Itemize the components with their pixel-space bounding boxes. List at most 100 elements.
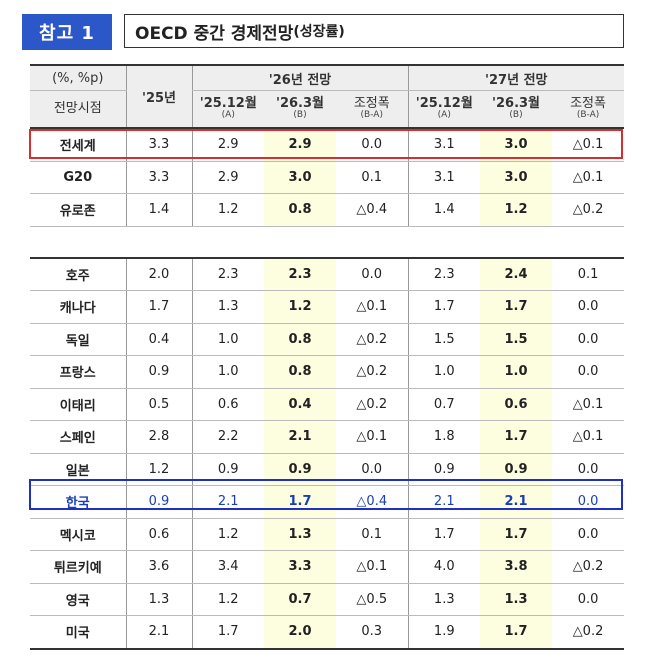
col-2026-adj-header: 조정폭 (B-A) [336, 90, 409, 128]
table-row: G20 3.3 2.9 3.0 0.1 3.1 3.0 △0.1 [30, 161, 625, 194]
spacer-cell [552, 226, 625, 259]
value-2026-mar: 3.3 [264, 550, 336, 584]
value-2027-mar: 0.6 [480, 388, 553, 421]
value-2027-mar: 1.7 [480, 615, 553, 650]
country-name: 영국 [30, 583, 126, 616]
value-2026-adj: △0.5 [336, 583, 409, 616]
value-2027-dec: 2.1 [407, 485, 481, 519]
value-2026-dec: 2.3 [191, 257, 264, 291]
value-2025: 1.3 [125, 583, 192, 616]
table-row: 유로존 1.4 1.2 0.8 △0.4 1.4 1.2 △0.2 [30, 193, 625, 227]
value-2027-dec: 1.4 [407, 193, 481, 227]
country-name: 호주 [30, 257, 126, 291]
value-2027-dec: 4.0 [407, 550, 481, 584]
value-2027-adj: 0.0 [552, 290, 625, 324]
value-2027-dec: 0.7 [407, 388, 481, 421]
section-badge: 참고 1 [22, 14, 112, 50]
value-2027-adj: 0.0 [552, 355, 625, 389]
value-2026-dec: 1.2 [191, 518, 264, 551]
value-2027-mar: 3.8 [480, 550, 553, 584]
value-2027-adj: △0.2 [552, 550, 625, 584]
value-2026-adj: △0.4 [336, 485, 409, 519]
value-2027-mar: 2.1 [480, 485, 553, 519]
value-2027-dec: 0.9 [407, 453, 481, 486]
col-mar-label: '26.3월 [492, 95, 541, 111]
value-2027-mar: 1.0 [480, 355, 553, 389]
country-name: 프랑스 [30, 355, 126, 389]
table-row: 한국 0.9 2.1 1.7 △0.4 2.1 2.1 0.0 [30, 485, 625, 519]
table-row: 호주 2.0 2.3 2.3 0.0 2.3 2.4 0.1 [30, 257, 625, 291]
value-2026-dec: 1.2 [191, 193, 264, 227]
value-2026-adj: △0.2 [336, 355, 409, 389]
value-2026-dec: 2.2 [191, 420, 264, 454]
value-2027-mar: 1.7 [480, 290, 553, 324]
value-2025: 0.9 [125, 485, 192, 519]
value-2027-mar: 0.9 [480, 453, 553, 486]
value-2026-dec: 2.9 [191, 161, 264, 194]
table-row: 스페인 2.8 2.2 2.1 △0.1 1.8 1.7 △0.1 [30, 420, 625, 454]
value-2026-mar: 2.0 [264, 615, 336, 650]
col-2025-header: '25년 [125, 65, 192, 129]
value-2026-adj: 0.3 [336, 615, 409, 650]
group-2027-header: '27년 전망 [407, 65, 625, 91]
value-2027-adj: △0.1 [552, 128, 625, 162]
value-2025: 2.1 [125, 615, 192, 650]
value-2027-dec: 1.3 [407, 583, 481, 616]
value-2027-adj: 0.0 [552, 485, 625, 519]
value-2025: 2.0 [125, 257, 192, 291]
value-2026-mar: 0.8 [264, 323, 336, 356]
growth-forecast-table: (%, %p) '25년 '26년 전망 '27년 전망 전망시점 '25.12… [30, 64, 625, 650]
value-2026-adj: △0.1 [336, 550, 409, 584]
col-adj-note: (B-A) [576, 110, 600, 121]
value-2026-adj: △0.4 [336, 193, 409, 227]
value-2027-adj: △0.1 [552, 161, 625, 194]
value-2027-dec: 2.3 [407, 257, 481, 291]
value-2026-mar: 2.3 [264, 257, 336, 291]
page-title: OECD 중간 경제전망 (성장률) [124, 14, 624, 48]
value-2027-adj: △0.1 [552, 420, 625, 454]
country-name: 미국 [30, 615, 126, 650]
title-sub: (성장률) [293, 24, 345, 40]
value-2026-adj: 0.1 [336, 518, 409, 551]
col-mar-note: (B) [293, 110, 307, 121]
value-2025: 0.4 [125, 323, 192, 356]
col-dec-label: '25.12월 [415, 95, 473, 111]
country-name: G20 [30, 161, 126, 194]
value-2025: 3.6 [125, 550, 192, 584]
table-body: 전세계 3.3 2.9 2.9 0.0 3.1 3.0 △0.1 G20 3.3 2.9 3.0 0.1… [30, 128, 625, 650]
value-2026-adj: 0.1 [336, 161, 409, 194]
country-name: 유로존 [30, 193, 126, 227]
value-2027-adj: 0.1 [552, 257, 625, 291]
unit-label: (%, %p) [30, 65, 126, 91]
value-2026-dec: 2.1 [191, 485, 264, 519]
value-2026-adj: △0.1 [336, 290, 409, 324]
group-spacer [30, 226, 625, 259]
col-mar-note: (B) [509, 110, 523, 121]
col-dec-note: (A) [437, 110, 451, 121]
spacer-cell [192, 226, 264, 259]
value-2026-dec: 0.9 [191, 453, 264, 486]
value-2027-mar: 2.4 [480, 257, 553, 291]
value-2027-dec: 1.8 [407, 420, 481, 454]
value-2027-mar: 3.0 [480, 161, 553, 194]
value-2027-adj: 0.0 [552, 323, 625, 356]
value-2027-dec: 1.9 [407, 615, 481, 650]
value-2026-dec: 0.6 [191, 388, 264, 421]
value-2027-dec: 3.1 [407, 128, 481, 162]
value-2026-adj: △0.2 [336, 323, 409, 356]
value-2025: 1.2 [125, 453, 192, 486]
value-2025: 1.7 [125, 290, 192, 324]
title-main: OECD 중간 경제전망 [135, 23, 294, 44]
row-label-header: 전망시점 [30, 90, 126, 128]
value-2025: 1.4 [125, 193, 192, 227]
table-row: 독일 0.4 1.0 0.8 △0.2 1.5 1.5 0.0 [30, 323, 625, 356]
value-2025: 0.5 [125, 388, 192, 421]
value-2026-mar: 0.9 [264, 453, 336, 486]
col-dec-note: (A) [221, 110, 235, 121]
value-2027-dec: 1.7 [407, 518, 481, 551]
value-2026-adj: 0.0 [336, 453, 409, 486]
table-row: 멕시코 0.6 1.2 1.3 0.1 1.7 1.7 0.0 [30, 518, 625, 551]
table-row: 영국 1.3 1.2 0.7 △0.5 1.3 1.3 0.0 [30, 583, 625, 616]
table-row: 캐나다 1.7 1.3 1.2 △0.1 1.7 1.7 0.0 [30, 290, 625, 324]
value-2026-adj: 0.0 [336, 128, 409, 162]
